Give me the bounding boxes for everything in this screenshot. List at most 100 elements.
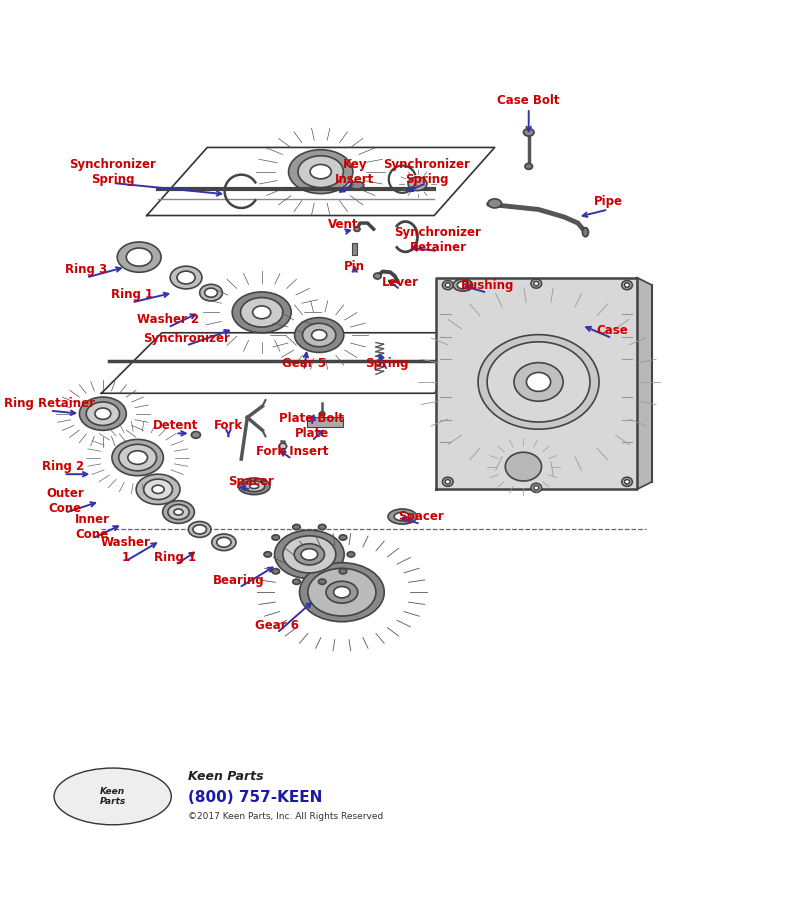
Ellipse shape — [177, 271, 195, 284]
Ellipse shape — [54, 768, 171, 824]
Ellipse shape — [293, 525, 300, 530]
Text: Ring Retainer: Ring Retainer — [5, 397, 95, 410]
Ellipse shape — [283, 536, 336, 573]
Ellipse shape — [289, 149, 353, 194]
Text: Synchronizer
Retainer: Synchronizer Retainer — [394, 226, 482, 254]
Ellipse shape — [487, 342, 590, 422]
Ellipse shape — [274, 530, 344, 579]
Ellipse shape — [445, 480, 450, 484]
Ellipse shape — [374, 273, 382, 279]
Text: (800) 757-KEEN: (800) 757-KEEN — [188, 790, 322, 806]
Text: Fork Insert: Fork Insert — [256, 445, 328, 458]
Ellipse shape — [526, 373, 550, 392]
Text: Bearing: Bearing — [213, 573, 265, 587]
Ellipse shape — [582, 228, 589, 237]
Text: ©2017 Keen Parts, Inc. All Rights Reserved: ©2017 Keen Parts, Inc. All Rights Reserv… — [188, 813, 383, 822]
Text: Ring 2: Ring 2 — [42, 460, 85, 473]
Polygon shape — [637, 277, 652, 490]
Ellipse shape — [334, 587, 350, 598]
Text: Spring: Spring — [366, 356, 409, 370]
Ellipse shape — [350, 182, 364, 189]
Ellipse shape — [95, 408, 111, 419]
Ellipse shape — [534, 486, 539, 491]
Ellipse shape — [318, 579, 326, 584]
Ellipse shape — [312, 329, 326, 340]
Ellipse shape — [279, 443, 286, 449]
Text: Synchronizer
Spring: Synchronizer Spring — [70, 158, 156, 185]
Text: Case Bolt: Case Bolt — [498, 94, 560, 107]
Ellipse shape — [250, 484, 258, 489]
Text: Keen Parts: Keen Parts — [188, 770, 264, 783]
Ellipse shape — [174, 509, 183, 515]
Ellipse shape — [442, 477, 453, 486]
Text: Case: Case — [596, 324, 628, 337]
FancyBboxPatch shape — [307, 417, 343, 428]
Ellipse shape — [624, 283, 630, 287]
Ellipse shape — [310, 165, 331, 179]
Ellipse shape — [272, 535, 279, 540]
Ellipse shape — [339, 535, 346, 540]
Ellipse shape — [293, 579, 300, 584]
Text: Washer
1: Washer 1 — [101, 536, 150, 563]
Text: Key
Insert: Key Insert — [335, 158, 374, 185]
Ellipse shape — [458, 282, 469, 289]
Ellipse shape — [354, 227, 360, 231]
Ellipse shape — [339, 569, 346, 574]
Text: Outer
Cone: Outer Cone — [46, 488, 84, 516]
Ellipse shape — [308, 569, 376, 616]
Ellipse shape — [241, 298, 283, 327]
Ellipse shape — [170, 266, 202, 289]
Ellipse shape — [86, 402, 119, 426]
Ellipse shape — [408, 177, 427, 191]
Text: Pin: Pin — [344, 260, 366, 274]
Ellipse shape — [112, 439, 163, 476]
Ellipse shape — [347, 552, 354, 557]
Text: Synchronizer: Synchronizer — [142, 331, 230, 345]
Ellipse shape — [488, 199, 502, 208]
Ellipse shape — [294, 318, 344, 353]
Ellipse shape — [514, 363, 563, 401]
Ellipse shape — [394, 512, 410, 521]
Ellipse shape — [319, 412, 325, 416]
Ellipse shape — [326, 581, 358, 603]
Ellipse shape — [144, 479, 173, 500]
Ellipse shape — [136, 474, 180, 505]
Ellipse shape — [531, 279, 542, 288]
Ellipse shape — [294, 544, 325, 565]
Text: Pipe: Pipe — [594, 195, 622, 209]
Text: Plate Bolt: Plate Bolt — [279, 411, 344, 425]
Text: Plate: Plate — [294, 427, 329, 440]
Ellipse shape — [162, 500, 194, 524]
Text: Synchronizer
Spring: Synchronizer Spring — [383, 158, 470, 185]
Ellipse shape — [624, 480, 630, 484]
Ellipse shape — [118, 445, 157, 471]
Ellipse shape — [442, 281, 453, 290]
Text: Ring 1: Ring 1 — [110, 288, 153, 302]
Text: Gear 5: Gear 5 — [282, 356, 326, 370]
Ellipse shape — [523, 129, 534, 136]
Text: Fork: Fork — [214, 419, 243, 432]
Text: Gear 6: Gear 6 — [255, 619, 299, 632]
Text: Washer 2: Washer 2 — [137, 313, 199, 327]
Ellipse shape — [232, 292, 291, 333]
Ellipse shape — [506, 453, 542, 481]
Text: Detent: Detent — [153, 419, 198, 432]
Text: Spacer: Spacer — [228, 475, 274, 489]
Ellipse shape — [152, 485, 164, 493]
Ellipse shape — [525, 163, 533, 169]
Text: Lever: Lever — [382, 275, 418, 289]
Ellipse shape — [264, 552, 271, 557]
Ellipse shape — [188, 521, 211, 537]
FancyBboxPatch shape — [353, 243, 357, 255]
Text: Bushing: Bushing — [461, 279, 514, 292]
Ellipse shape — [445, 283, 450, 287]
Text: Inner
Cone: Inner Cone — [74, 513, 110, 541]
Ellipse shape — [388, 509, 417, 524]
Ellipse shape — [253, 306, 270, 319]
Ellipse shape — [243, 481, 265, 491]
Ellipse shape — [212, 534, 236, 551]
Ellipse shape — [318, 525, 326, 530]
Ellipse shape — [622, 281, 632, 290]
Ellipse shape — [238, 478, 270, 495]
Ellipse shape — [298, 156, 343, 187]
